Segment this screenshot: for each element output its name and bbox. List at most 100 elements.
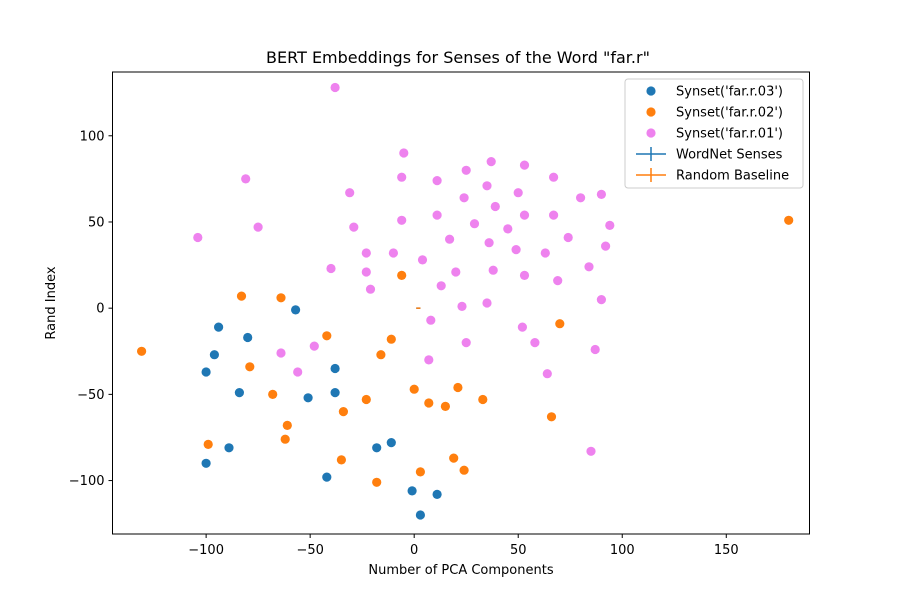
data-point: [530, 338, 540, 348]
data-point: [407, 486, 417, 496]
data-point: [201, 458, 211, 468]
x-tick-label: −100: [188, 543, 224, 558]
x-tick-label: 150: [714, 543, 739, 558]
data-point: [386, 334, 396, 344]
data-point: [193, 232, 203, 243]
data-point: [457, 301, 467, 311]
data-point: [459, 193, 469, 203]
data-point: [451, 267, 461, 277]
data-point: [459, 465, 469, 475]
data-point: [605, 220, 615, 230]
legend-label: Synset('far.r.03'): [676, 85, 783, 100]
data-point: [469, 219, 480, 229]
data-point: [397, 215, 407, 225]
axes-frame: [112, 71, 810, 535]
data-point: [399, 148, 409, 158]
y-tick-label: −50: [77, 388, 104, 403]
data-point: [234, 388, 244, 398]
data-point: [376, 350, 386, 360]
data-point: [517, 322, 528, 332]
data-point: [549, 172, 559, 182]
data-point: [365, 284, 376, 294]
x-tick-label: 100: [610, 543, 635, 558]
data-point: [241, 174, 251, 184]
data-point: [482, 181, 492, 191]
data-point: [519, 160, 530, 170]
legend-marker: [646, 86, 656, 96]
data-point: [330, 388, 340, 398]
data-point: [372, 477, 382, 487]
data-point: [432, 210, 442, 220]
legend: Synset('far.r.03') Synset('far.r.02') Syns…: [624, 78, 804, 189]
legend-marker: [646, 128, 656, 138]
data-point: [322, 472, 332, 482]
legend-box: [624, 78, 804, 189]
plot-area: [137, 82, 794, 520]
data-point: [424, 355, 434, 365]
data-point: [540, 248, 550, 258]
data-point: [322, 331, 332, 341]
data-point: [349, 222, 359, 232]
data-point: [330, 363, 340, 374]
data-point: [490, 201, 500, 212]
data-point: [397, 270, 407, 280]
data-point: [361, 248, 371, 258]
legend-marker: [646, 107, 656, 117]
data-point: [478, 394, 488, 405]
data-point: [253, 222, 263, 232]
data-point: [584, 262, 594, 272]
chart-title: BERT Embeddings for Senses of the Word "…: [266, 48, 650, 67]
data-point: [397, 172, 407, 182]
data-point: [361, 267, 371, 277]
data-point: [276, 348, 286, 358]
data-point: [440, 401, 450, 411]
legend-marker: [636, 168, 666, 182]
data-point: [330, 82, 340, 93]
data-point: [601, 241, 611, 251]
data-point: [549, 210, 559, 220]
data-point: [486, 157, 496, 167]
data-point: [511, 245, 521, 255]
data-point: [282, 420, 292, 430]
data-point: [236, 291, 247, 301]
data-point: [519, 270, 530, 280]
data-point: [137, 346, 147, 356]
x-axis-label: Number of PCA Components: [368, 563, 553, 578]
y-tick-label: 100: [80, 129, 105, 144]
data-point: [424, 398, 434, 408]
legend-label: Synset('far.r.01'): [676, 127, 783, 142]
data-point: [432, 489, 442, 499]
y-tick-label: 0: [96, 302, 104, 317]
data-point: [426, 315, 436, 325]
data-point: [553, 276, 563, 286]
data-point: [203, 439, 213, 449]
data-point: [503, 224, 513, 234]
data-point: [555, 319, 565, 329]
legend-label: WordNet Senses: [676, 148, 783, 163]
data-point: [276, 293, 286, 303]
data-point: [243, 332, 253, 343]
data-point: [386, 438, 396, 448]
data-point: [338, 407, 348, 417]
data-point: [415, 467, 425, 477]
x-tick-label: 0: [410, 543, 418, 558]
data-point: [445, 234, 455, 244]
data-point: [432, 176, 442, 186]
data-point: [336, 455, 346, 465]
data-point: [291, 305, 301, 315]
data-point: [209, 350, 219, 360]
data-point: [586, 446, 596, 456]
x-tick-label: 50: [510, 543, 527, 558]
y-tick-label: 50: [88, 215, 105, 230]
legend-entry: Random Baseline: [636, 168, 789, 184]
data-point: [482, 298, 492, 308]
legend-marker: [636, 147, 666, 161]
data-point: [214, 322, 224, 332]
data-point: [303, 393, 313, 403]
series-2: [137, 215, 794, 487]
data-point: [519, 210, 530, 220]
legend-label: Synset('far.r.02'): [676, 106, 783, 121]
data-point: [436, 281, 446, 291]
data-point: [268, 389, 278, 399]
